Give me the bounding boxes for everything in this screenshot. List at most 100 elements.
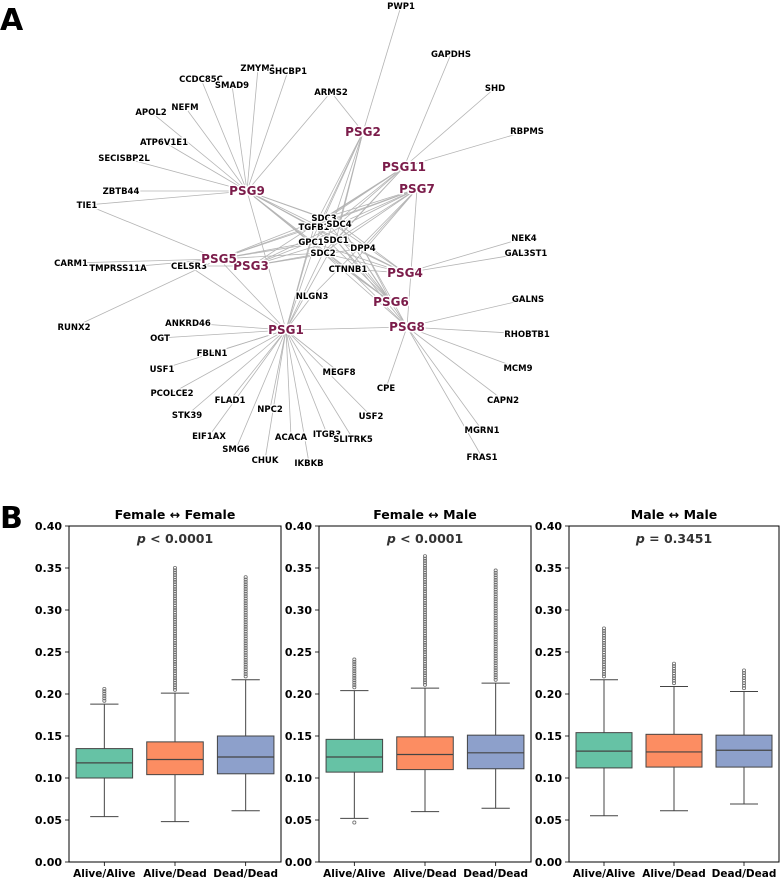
- outlier-point: [602, 662, 607, 667]
- outlier-point: [493, 653, 498, 658]
- outlier-point: [493, 570, 498, 575]
- network-edge: [322, 252, 406, 274]
- y-tick-label: 0.35: [35, 562, 62, 575]
- outlier-point: [422, 556, 427, 561]
- outlier-point: [422, 629, 427, 634]
- network-edge: [70, 258, 220, 264]
- outlier-point: [243, 594, 248, 599]
- panel-label-b: B: [0, 501, 23, 536]
- y-tick-label: 0.10: [35, 772, 62, 785]
- boxplot-panel: Female ↔ Female p < 0.0001 0.00 0.05 0.10 0.1…: [35, 507, 282, 880]
- outlier-point: [493, 585, 498, 590]
- outlier-point: [602, 628, 607, 633]
- gene-node-label: PCOLCE2: [150, 389, 193, 399]
- outlier-point: [493, 637, 498, 642]
- outlier-point: [172, 640, 177, 645]
- outlier-point: [172, 643, 177, 648]
- outlier-point: [422, 643, 427, 648]
- outlier-point: [422, 598, 427, 603]
- y-tick-label: 0.10: [285, 772, 312, 785]
- outlier-point: [172, 591, 177, 596]
- outlier-point: [493, 597, 498, 602]
- outlier-point: [172, 575, 177, 580]
- network-edge: [246, 70, 289, 192]
- network-edge: [200, 78, 248, 192]
- outlier-point: [172, 657, 177, 662]
- network-edge: [338, 166, 405, 225]
- gene-node-label: ITGB3: [313, 430, 341, 440]
- outlier-point: [172, 683, 177, 688]
- outlier-point: [493, 573, 498, 578]
- network-edge: [403, 87, 496, 168]
- gene-node-label: SHD: [485, 84, 505, 94]
- outlier-point: [493, 658, 498, 663]
- plot-frame: [318, 525, 532, 863]
- outlier-point: [422, 682, 427, 687]
- outlier-point: [243, 667, 248, 672]
- network-edge: [73, 258, 220, 328]
- outlier-point: [493, 606, 498, 611]
- gene-node-label: CELSR3: [171, 262, 207, 272]
- outlier-point: [352, 664, 357, 669]
- outlier-point: [422, 568, 427, 573]
- outlier-point: [602, 648, 607, 653]
- y-tick-label: 0.40: [35, 520, 62, 533]
- plot-frame: [68, 525, 282, 863]
- network-edge: [406, 188, 418, 328]
- network-edge: [313, 226, 406, 274]
- outlier-point: [602, 633, 607, 638]
- outlier-point: [172, 673, 177, 678]
- outlier-point: [172, 584, 177, 589]
- outlier-point: [602, 636, 607, 641]
- hub-node-label: PSG1: [268, 323, 304, 337]
- network-edge: [404, 252, 527, 274]
- outlier-point: [243, 643, 248, 648]
- outlier-point: [422, 626, 427, 631]
- network-edge: [285, 329, 310, 464]
- outlier-point: [243, 636, 248, 641]
- outlier-point: [243, 655, 248, 660]
- gene-node-label: SDC1: [323, 236, 348, 246]
- y-tick-label: 0.10: [535, 772, 562, 785]
- gene-node-label: SECISBP2L: [98, 154, 150, 164]
- gene-node-label: PWP1: [387, 2, 415, 12]
- outlier-point: [172, 573, 177, 578]
- x-tick-label: Alive/Dead: [143, 868, 207, 880]
- y-tick-label: 0.05: [35, 814, 62, 827]
- outlier-point: [172, 636, 177, 641]
- outlier-point: [672, 661, 677, 666]
- outlier-point: [243, 641, 248, 646]
- outlier-point: [352, 669, 357, 674]
- outlier-point: [172, 605, 177, 610]
- network-edge: [285, 329, 292, 438]
- iqr-box: [396, 736, 454, 771]
- outlier-point: [493, 592, 498, 597]
- network-edge: [406, 326, 528, 335]
- outlier-point: [493, 665, 498, 670]
- network-edge: [218, 252, 324, 260]
- outlier-point: [243, 648, 248, 653]
- outlier-point: [422, 603, 427, 608]
- y-tick-label: 0.30: [535, 604, 562, 617]
- outlier-point: [602, 638, 607, 643]
- network-edge: [406, 326, 504, 401]
- outlier-point: [672, 671, 677, 676]
- outlier-point: [422, 640, 427, 645]
- outlier-point: [172, 598, 177, 603]
- y-tick-label: 0.25: [285, 646, 312, 659]
- network-edge: [246, 91, 332, 192]
- outlier-point: [493, 675, 498, 680]
- outlier-point: [243, 674, 248, 679]
- outlier-point: [493, 594, 498, 599]
- outlier-point: [422, 586, 427, 591]
- network-edge: [171, 329, 287, 394]
- box-alive-dead: [396, 554, 454, 813]
- network-edge: [403, 53, 452, 168]
- outlier-point: [422, 631, 427, 636]
- outlier-point: [422, 579, 427, 584]
- network-edge: [285, 329, 372, 417]
- boxplot-panels: Female ↔ Female p < 0.0001 0.00 0.05 0.10 0.1…: [35, 507, 780, 880]
- outlier-point: [422, 657, 427, 662]
- outlier-point: [422, 624, 427, 629]
- hub-node-label: PSG2: [345, 125, 381, 139]
